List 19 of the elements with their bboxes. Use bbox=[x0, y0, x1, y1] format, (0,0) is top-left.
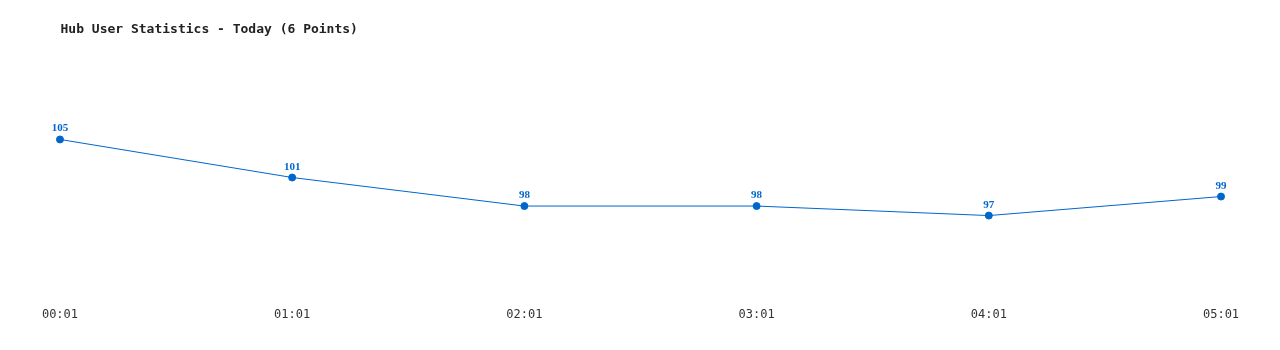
data-label: 98 bbox=[751, 188, 763, 201]
x-tick-label: 04:01 bbox=[970, 306, 1007, 321]
data-label: 98 bbox=[518, 188, 531, 201]
point bbox=[984, 211, 993, 220]
point bbox=[752, 202, 761, 211]
data-label: 97 bbox=[983, 197, 995, 210]
chart-title: Hub User Statistics - Today (6 Points) bbox=[60, 20, 358, 36]
data-label: 99 bbox=[1215, 178, 1228, 191]
x-tick-label: 01:01 bbox=[274, 306, 311, 321]
x-tick-label: 02:01 bbox=[506, 306, 543, 321]
x-tick-label: 03:01 bbox=[738, 306, 775, 321]
point bbox=[55, 135, 64, 144]
point bbox=[1217, 192, 1226, 201]
point bbox=[288, 173, 297, 182]
data-label: 105 bbox=[51, 121, 69, 134]
data-label: 101 bbox=[283, 159, 301, 172]
point bbox=[520, 202, 529, 211]
x-tick-label: 05:01 bbox=[1202, 306, 1240, 321]
x-tick-label: 00:01 bbox=[41, 306, 79, 321]
